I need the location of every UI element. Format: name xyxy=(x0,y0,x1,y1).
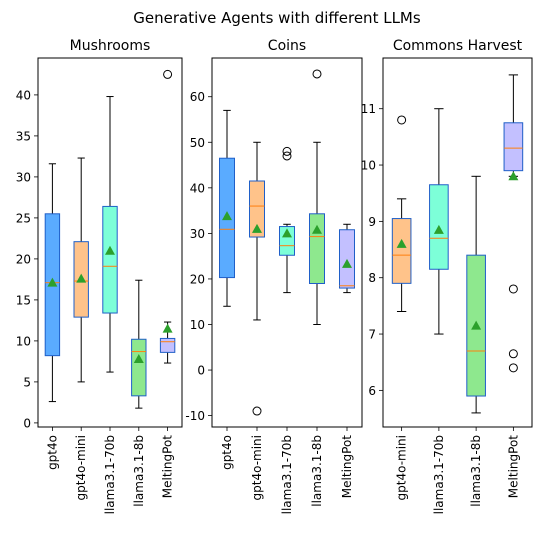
box-gpt4o-mini xyxy=(392,219,411,284)
y-tick-label: 0 xyxy=(197,364,205,378)
y-tick-label: 0 xyxy=(23,416,31,430)
x-tick-label: MeltingPot xyxy=(506,435,520,498)
x-tick-label: gpt4o-mini xyxy=(395,435,409,500)
y-tick-label: -10 xyxy=(185,409,205,423)
x-tick-label: gpt4o xyxy=(45,435,59,470)
y-tick-label: 6 xyxy=(368,384,376,398)
y-tick-label: 10 xyxy=(361,159,376,173)
y-tick-label: 9 xyxy=(368,215,376,229)
y-tick-label: 25 xyxy=(16,211,31,225)
y-tick-label: 20 xyxy=(16,252,31,266)
outlier-point xyxy=(509,285,517,293)
x-tick-label: gpt4o-mini xyxy=(250,435,264,500)
y-tick-label: 50 xyxy=(190,136,205,150)
box-MeltingPot xyxy=(504,123,523,171)
outlier-point xyxy=(253,407,261,415)
panel-title: Coins xyxy=(268,38,306,54)
y-tick-label: 40 xyxy=(190,181,205,195)
panel-title: Mushrooms xyxy=(70,38,151,54)
outlier-point xyxy=(283,147,291,155)
y-tick-label: 10 xyxy=(16,334,31,348)
outlier-point xyxy=(509,350,517,358)
outlier-point xyxy=(313,70,321,78)
commons-harvest-panel: Commons Harvest 6 7 8 9 10 11 gpt4o-mini llama3.… xyxy=(361,38,532,514)
y-tick-label: 30 xyxy=(16,170,31,184)
y-tick-label: 40 xyxy=(16,88,31,102)
x-tick-label: MeltingPot xyxy=(340,435,354,498)
x-tick-label: gpt4o-mini xyxy=(74,435,88,500)
coins-panel: Coins -10 0 10 20 30 40 50 60 gpt4o gpt4o-mini llam… xyxy=(185,38,362,514)
box-MeltingPot xyxy=(340,230,355,288)
y-tick-label: 15 xyxy=(16,293,31,307)
x-tick-label: llama3.1-70b xyxy=(280,435,294,514)
outlier-point xyxy=(283,152,291,160)
outlier-point xyxy=(164,70,172,78)
x-tick-label: gpt4o xyxy=(220,435,234,470)
x-tick-label: llama3.1-70b xyxy=(432,435,446,514)
y-tick-label: 7 xyxy=(368,328,376,342)
box-llama3.1-8b xyxy=(310,214,325,284)
x-tick-label: llama3.1-70b xyxy=(103,435,117,514)
y-tick-label: 10 xyxy=(190,318,205,332)
y-tick-label: 20 xyxy=(190,272,205,286)
x-tick-label: llama3.1-8b xyxy=(310,435,324,507)
figure-title: Generative Agents with different LLMs xyxy=(133,9,421,27)
mushrooms-panel: Mushrooms 0 5 10 15 20 25 30 35 40 gpt4o gpt4o-mini… xyxy=(16,38,182,514)
x-tick-label: llama3.1-8b xyxy=(469,435,483,507)
y-tick-label: 60 xyxy=(190,90,205,104)
y-tick-label: 30 xyxy=(190,227,205,241)
box-llama3.1-70b xyxy=(103,206,117,313)
outlier-point xyxy=(509,364,517,372)
outlier-point xyxy=(398,116,406,124)
box-llama3.1-8b xyxy=(132,339,146,396)
panel-title: Commons Harvest xyxy=(393,38,523,54)
x-tick-label: llama3.1-8b xyxy=(132,435,146,507)
y-tick-label: 35 xyxy=(16,129,31,143)
box-MeltingPot xyxy=(160,338,174,352)
y-tick-label: 11 xyxy=(361,102,376,116)
y-tick-label: 5 xyxy=(23,375,31,389)
x-tick-label: MeltingPot xyxy=(161,435,175,498)
mean-marker xyxy=(163,324,173,333)
y-tick-label: 8 xyxy=(368,271,376,285)
